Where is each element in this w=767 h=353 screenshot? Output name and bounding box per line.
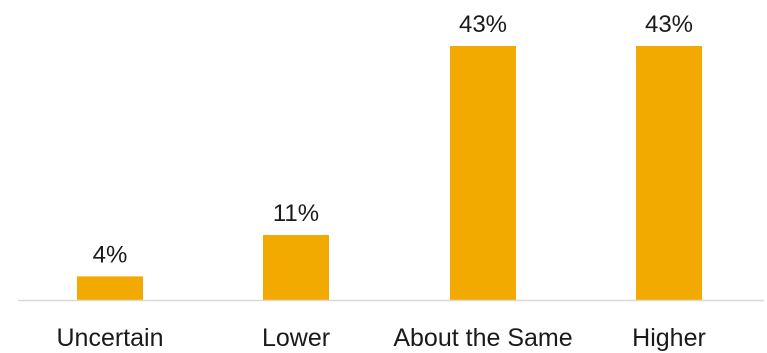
category-labels-group: Uncertain Lower About the Same Higher (57, 324, 706, 352)
value-label-lower: 11% (273, 200, 319, 227)
category-label-uncertain: Uncertain (57, 324, 164, 352)
value-label-higher: 43% (645, 11, 693, 38)
value-label-about-the-same: 43% (459, 11, 507, 38)
category-label-higher: Higher (632, 324, 706, 352)
category-label-about-the-same: About the Same (393, 324, 572, 352)
bar-about-the-same (450, 46, 516, 300)
value-label-uncertain: 4% (93, 241, 128, 268)
bars-group (77, 46, 702, 300)
category-label-lower: Lower (262, 324, 330, 352)
bar-lower (263, 235, 329, 300)
bar-uncertain (77, 276, 143, 300)
bar-higher (636, 46, 702, 300)
value-labels-group: 4% 11% 43% 43% (93, 11, 693, 268)
